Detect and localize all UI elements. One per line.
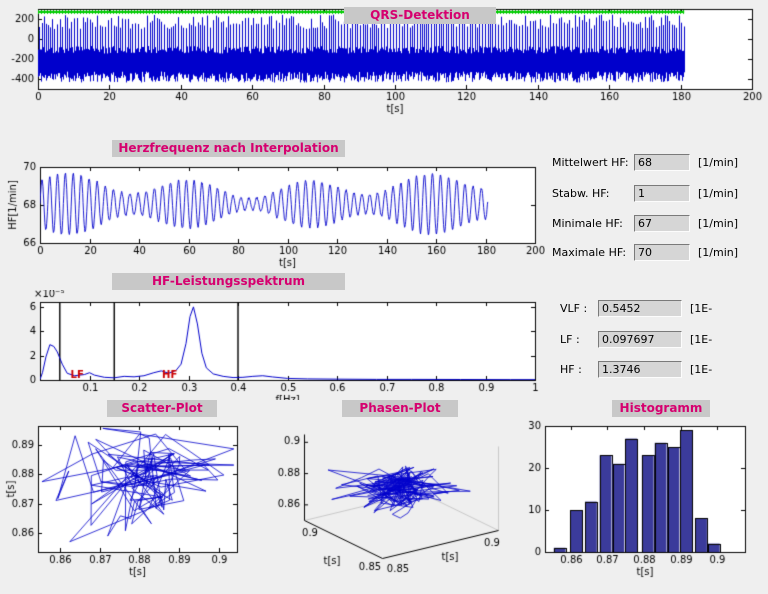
std-hf-value[interactable]: 1 [634, 185, 690, 202]
stat-row-lf: LF : 0.097697 [1E- [560, 331, 712, 348]
max-hf-unit: [1/min] [698, 246, 739, 259]
lf-value[interactable]: 0.097697 [598, 331, 682, 348]
vlf-label: VLF : [560, 302, 588, 315]
hf-power-unit: [1E- [690, 363, 713, 376]
scatter-plot-title: Scatter-Plot [107, 400, 217, 417]
lf-unit: [1E- [690, 333, 713, 346]
stat-row-vlf: VLF : 0.5452 [1E- [560, 300, 712, 317]
vlf-value[interactable]: 0.5452 [598, 300, 682, 317]
spectrum-plot-title: HF-Leistungsspektrum [112, 273, 345, 290]
lf-label: LF : [560, 333, 580, 346]
max-hf-value[interactable]: 70 [634, 244, 690, 261]
vlf-unit: [1E- [690, 302, 713, 315]
heart-rate-plot-title: Herzfrequenz nach Interpolation [112, 140, 345, 157]
min-hf-label: Minimale HF: [552, 217, 623, 230]
stat-row-mean-hf: Mittelwert HF: 68 [1/min] [552, 154, 738, 171]
scatter-plot-canvas [0, 418, 252, 594]
mean-hf-unit: [1/min] [698, 156, 739, 169]
mean-hf-label: Mittelwert HF: [552, 156, 629, 169]
std-hf-unit: [1/min] [698, 187, 739, 200]
phase-plot-canvas [252, 418, 514, 594]
hf-power-value[interactable]: 1.3746 [598, 361, 682, 378]
qrs-plot-title: QRS-Detektion [344, 7, 496, 24]
stat-row-hf-power: HF : 1.3746 [1E- [560, 361, 712, 378]
histogram-plot-title: Histogramm [612, 400, 710, 417]
spectrum-plot-canvas [0, 290, 545, 400]
stat-row-min-hf: Minimale HF: 67 [1/min] [552, 215, 738, 232]
min-hf-value[interactable]: 67 [634, 215, 690, 232]
mean-hf-value[interactable]: 68 [634, 154, 690, 171]
max-hf-label: Maximale HF: [552, 246, 627, 259]
stat-row-std-hf: Stabw. HF: 1 [1/min] [552, 185, 738, 202]
heart-rate-plot-canvas [0, 158, 545, 270]
stat-row-max-hf: Maximale HF: 70 [1/min] [552, 244, 738, 261]
hf-power-label: HF : [560, 363, 582, 376]
phase-plot-title: Phasen-Plot [342, 400, 458, 417]
histogram-plot-canvas [514, 418, 768, 594]
std-hf-label: Stabw. HF: [552, 187, 610, 200]
min-hf-unit: [1/min] [698, 217, 739, 230]
